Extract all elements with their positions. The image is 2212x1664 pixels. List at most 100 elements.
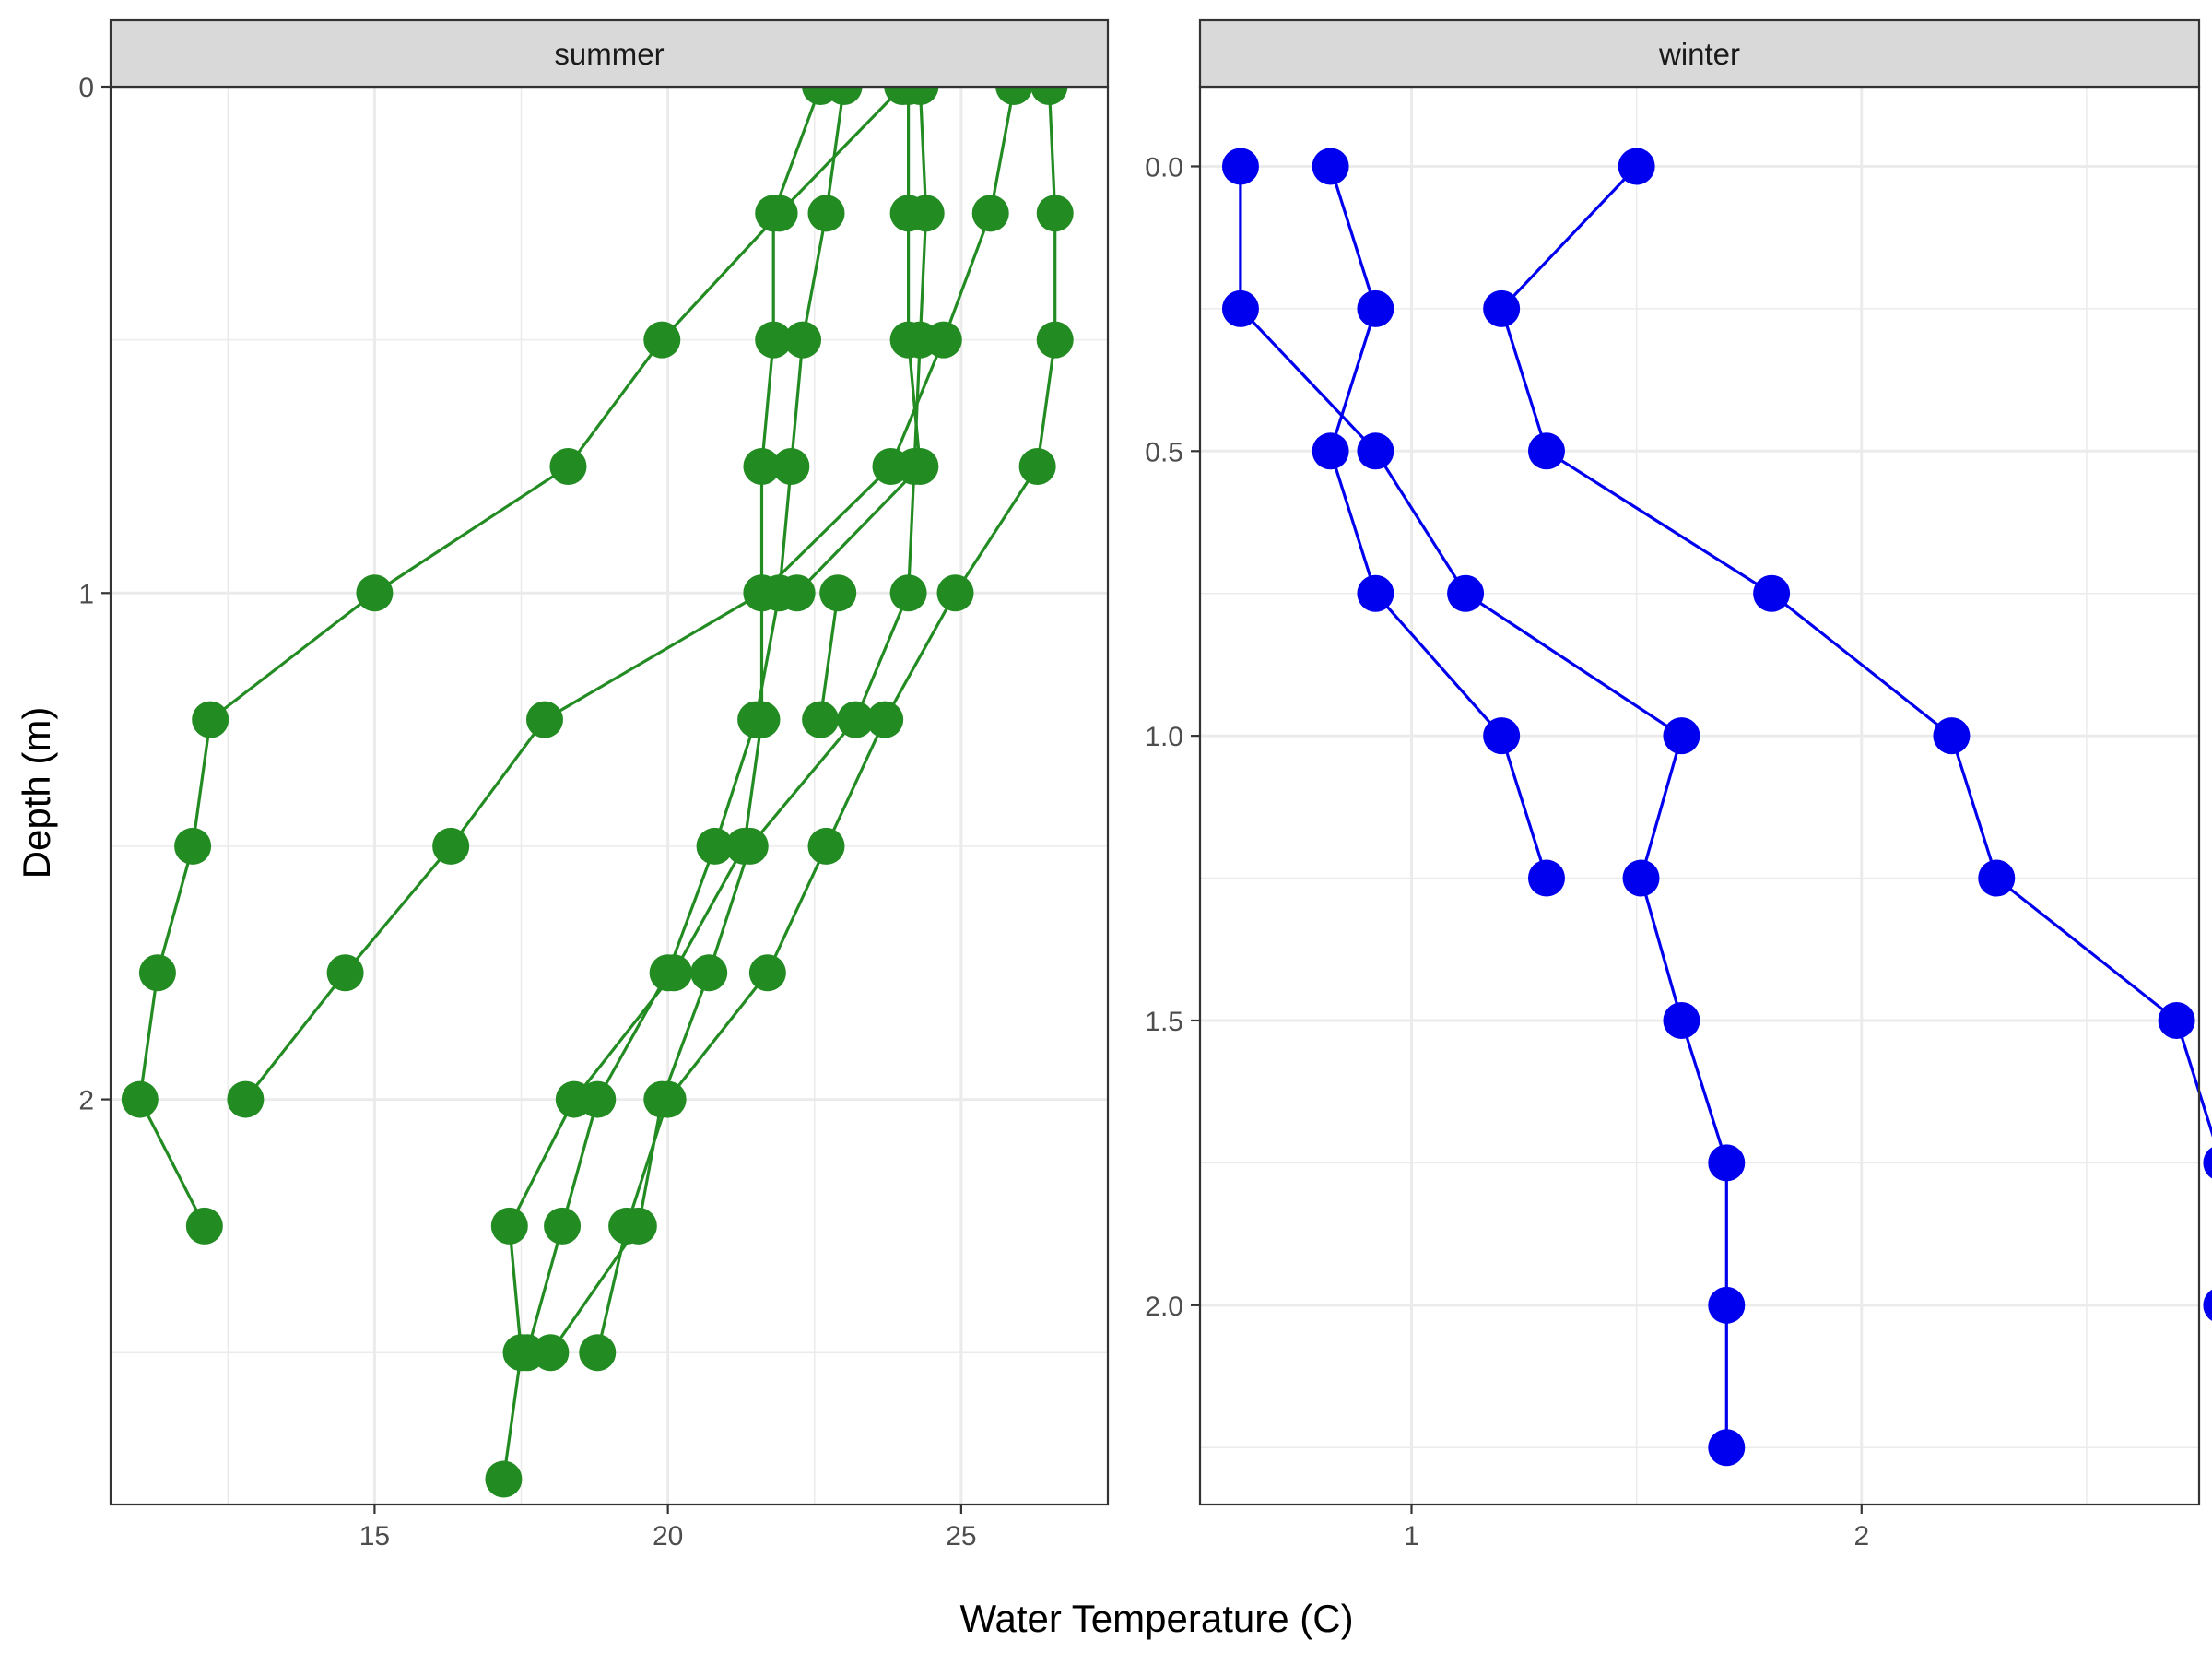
y-tick-label: 0 [78, 73, 94, 103]
data-point [731, 827, 769, 865]
data-point [755, 195, 793, 232]
panel-summer: summer 15 20 25 0 1 2 [78, 18, 1110, 1552]
data-point [356, 574, 394, 612]
data-point [619, 1207, 657, 1245]
facet-strip-label: summer [554, 37, 664, 71]
data-point [1483, 717, 1521, 755]
data-point [1527, 432, 1565, 470]
y-tick-label: 0.5 [1145, 437, 1183, 467]
data-point [1978, 859, 2016, 897]
y-tick-label: 2.0 [1145, 1292, 1183, 1322]
data-point [1018, 447, 1056, 485]
data-point [772, 447, 810, 485]
data-point [1357, 432, 1394, 470]
data-point [755, 321, 793, 359]
data-point [227, 1080, 265, 1118]
x-tick-label: 1 [1404, 1521, 1419, 1552]
data-point [643, 321, 681, 359]
x-tick-label: 15 [359, 1521, 390, 1552]
x-tick-label: 20 [653, 1521, 683, 1552]
data-point [1447, 574, 1485, 612]
data-point [579, 1334, 617, 1372]
data-point [1663, 1001, 1700, 1039]
data-point [1036, 321, 1074, 359]
data-point [1221, 148, 1259, 185]
data-point [971, 195, 1009, 232]
y-axis-title: Depth (m) [15, 707, 58, 879]
data-point [1663, 717, 1700, 755]
y-tick-label: 2 [78, 1086, 94, 1116]
data-point [784, 321, 822, 359]
facet-strip [109, 18, 1110, 89]
facet-strip [1198, 18, 2201, 89]
panel-winter: winter 1 2 0.0 0.5 1.0 1.5 2.0 [1145, 18, 2212, 1552]
data-point [2203, 1289, 2212, 1321]
data-point [532, 1334, 570, 1372]
x-tick-label: 2 [1853, 1521, 1869, 1552]
y-tick-label: 1 [78, 579, 94, 609]
y-tick-label: 0.0 [1145, 152, 1183, 183]
data-point [901, 447, 939, 485]
data-point [1618, 148, 1655, 185]
data-point [1357, 574, 1394, 612]
data-point [1622, 859, 1660, 897]
x-axis-title: Water Temperature (C) [959, 1597, 1353, 1640]
data-point [889, 195, 927, 232]
data-point [490, 1207, 528, 1245]
data-point [737, 701, 775, 738]
data-point [889, 574, 927, 612]
data-point [743, 447, 781, 485]
data-point [121, 1080, 159, 1118]
data-point [1933, 717, 1971, 755]
data-point [748, 954, 786, 992]
data-point [696, 827, 734, 865]
data-point [1036, 195, 1074, 232]
series-line-1 [138, 85, 904, 1227]
data-point [866, 701, 904, 738]
data-point [819, 574, 857, 612]
y-tick-label: 1.5 [1145, 1007, 1183, 1037]
data-point [649, 954, 687, 992]
data-point [485, 1460, 523, 1498]
data-point [326, 954, 364, 992]
data-point [643, 1080, 681, 1118]
panel-background [1200, 87, 2199, 1505]
data-point [1312, 432, 1349, 470]
data-point [192, 701, 229, 738]
data-point [1312, 148, 1349, 185]
data-point [579, 1080, 617, 1118]
series-line-8 [818, 593, 840, 720]
data-point [1708, 1286, 1746, 1324]
data-point [1753, 574, 1791, 612]
data-point [174, 827, 212, 865]
data-point [778, 574, 816, 612]
data-point [2203, 1147, 2212, 1179]
y-tick-label: 1.0 [1145, 722, 1183, 752]
series-line-4 [501, 86, 822, 1480]
data-point [802, 701, 840, 738]
facet-strip-label: winter [1658, 37, 1740, 71]
data-point [549, 447, 587, 485]
series-line-1 [1239, 166, 1728, 1448]
series-line-2 [1328, 166, 1548, 879]
data-point [1483, 289, 1521, 327]
data-point [807, 195, 845, 232]
data-point [889, 321, 927, 359]
data-point [936, 574, 974, 612]
data-point [837, 701, 875, 738]
data-point [544, 1207, 582, 1245]
data-point [807, 827, 845, 865]
data-point [525, 701, 563, 738]
data-point [2158, 1001, 2195, 1039]
data-point [1357, 289, 1394, 327]
data-point [185, 1207, 223, 1245]
data-point [690, 954, 728, 992]
data-point [1708, 1429, 1746, 1467]
data-point [1221, 289, 1259, 327]
data-point [432, 827, 470, 865]
data-point [1708, 1144, 1746, 1182]
data-point [1527, 859, 1565, 897]
data-point [138, 954, 176, 992]
